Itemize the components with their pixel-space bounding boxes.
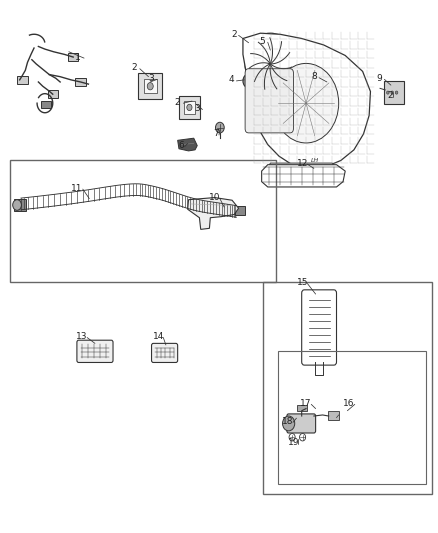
FancyBboxPatch shape bbox=[47, 90, 58, 99]
Circle shape bbox=[243, 74, 254, 88]
Text: 2: 2 bbox=[231, 30, 237, 39]
Text: 16: 16 bbox=[343, 399, 354, 408]
Text: 1: 1 bbox=[74, 53, 81, 62]
Circle shape bbox=[246, 78, 251, 84]
Text: 6: 6 bbox=[178, 141, 184, 150]
FancyBboxPatch shape bbox=[184, 101, 195, 114]
Polygon shape bbox=[243, 33, 371, 168]
Circle shape bbox=[187, 104, 192, 111]
Polygon shape bbox=[266, 163, 336, 176]
FancyBboxPatch shape bbox=[297, 405, 307, 411]
Text: 12: 12 bbox=[297, 159, 308, 167]
Text: 3: 3 bbox=[148, 74, 155, 83]
Circle shape bbox=[245, 33, 296, 95]
Text: 3: 3 bbox=[194, 104, 200, 113]
FancyBboxPatch shape bbox=[14, 199, 26, 212]
Polygon shape bbox=[261, 165, 345, 187]
Text: LH: LH bbox=[311, 158, 319, 163]
Circle shape bbox=[268, 61, 272, 67]
Text: 14: 14 bbox=[153, 332, 164, 341]
FancyBboxPatch shape bbox=[41, 101, 50, 108]
Text: 2: 2 bbox=[131, 63, 137, 72]
Text: 18: 18 bbox=[283, 417, 294, 426]
Text: 11: 11 bbox=[71, 183, 83, 192]
FancyBboxPatch shape bbox=[138, 73, 162, 100]
FancyBboxPatch shape bbox=[302, 290, 336, 365]
Text: 2: 2 bbox=[388, 91, 393, 100]
FancyBboxPatch shape bbox=[328, 411, 339, 420]
FancyBboxPatch shape bbox=[235, 206, 245, 215]
Polygon shape bbox=[178, 138, 197, 151]
Text: 19: 19 bbox=[288, 438, 299, 447]
Text: 8: 8 bbox=[311, 72, 317, 81]
FancyBboxPatch shape bbox=[287, 414, 316, 433]
FancyBboxPatch shape bbox=[17, 76, 28, 84]
Circle shape bbox=[391, 91, 393, 94]
Text: 13: 13 bbox=[76, 332, 88, 341]
FancyBboxPatch shape bbox=[144, 79, 157, 93]
Text: 15: 15 bbox=[297, 278, 308, 287]
Circle shape bbox=[387, 91, 389, 94]
Circle shape bbox=[283, 416, 295, 431]
Text: 2: 2 bbox=[175, 98, 180, 107]
Bar bbox=[10, 160, 276, 282]
Text: 4: 4 bbox=[229, 75, 234, 84]
Circle shape bbox=[300, 433, 306, 441]
Text: 5: 5 bbox=[260, 37, 265, 46]
FancyBboxPatch shape bbox=[179, 96, 200, 119]
Text: 10: 10 bbox=[209, 193, 221, 202]
FancyBboxPatch shape bbox=[77, 340, 113, 362]
FancyBboxPatch shape bbox=[152, 343, 178, 362]
Circle shape bbox=[215, 122, 224, 133]
Circle shape bbox=[13, 200, 21, 211]
Circle shape bbox=[273, 63, 339, 143]
Bar bbox=[262, 282, 432, 495]
Text: 17: 17 bbox=[300, 399, 312, 408]
Circle shape bbox=[289, 433, 295, 441]
Text: 9: 9 bbox=[376, 74, 382, 83]
Text: 7: 7 bbox=[213, 130, 219, 139]
Bar bbox=[278, 351, 426, 484]
FancyBboxPatch shape bbox=[75, 78, 86, 86]
FancyBboxPatch shape bbox=[68, 53, 78, 61]
Circle shape bbox=[395, 91, 398, 94]
Circle shape bbox=[266, 59, 275, 69]
FancyBboxPatch shape bbox=[245, 69, 293, 133]
FancyBboxPatch shape bbox=[385, 82, 403, 104]
Polygon shape bbox=[187, 198, 239, 229]
Circle shape bbox=[147, 83, 153, 90]
